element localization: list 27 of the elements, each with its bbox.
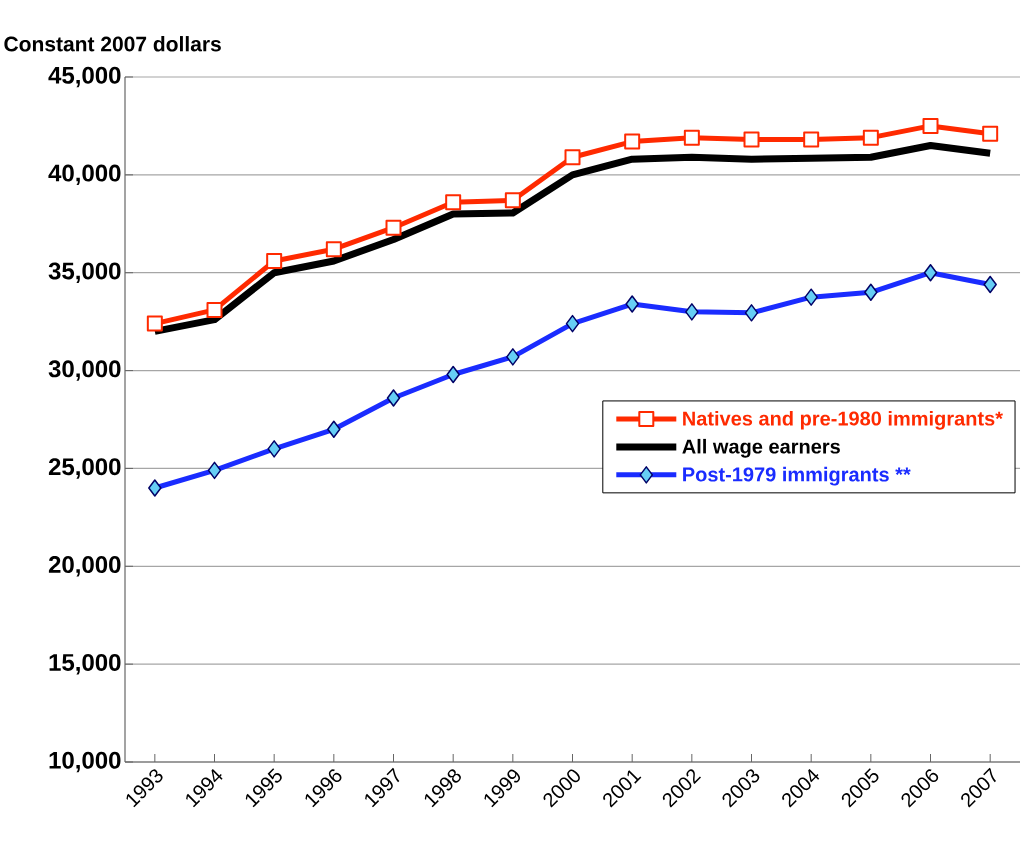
y-tick-label: 35,000 — [48, 262, 121, 283]
y-tick-label: 10,000 — [49, 751, 121, 773]
point — [683, 129, 700, 146]
legend-label: All wage earners — [682, 438, 840, 458]
y-tick-label: 20,000 — [48, 556, 121, 577]
point — [803, 131, 820, 148]
point — [564, 149, 581, 166]
legend-label: Post-1979 immigrants ** — [683, 466, 911, 486]
y-tick-label: 30,000 — [48, 360, 121, 381]
point — [862, 129, 879, 146]
point — [922, 117, 939, 134]
point — [266, 252, 283, 269]
y-tick-label: 40,000 — [48, 164, 121, 186]
legend-label: Natives and pre-1980 immigrants* — [683, 410, 1003, 430]
point — [445, 194, 462, 211]
point — [325, 241, 342, 258]
y-tick-label: 45,000 — [48, 66, 121, 88]
point — [624, 133, 641, 150]
point — [743, 131, 760, 148]
y-tick-label: 15,000 — [49, 653, 121, 675]
point — [206, 301, 223, 318]
point — [146, 315, 163, 332]
point — [504, 192, 521, 209]
y-tick-label: 25,000 — [48, 458, 121, 479]
point — [982, 125, 999, 142]
y-axis-title: Constant 2007 dollars — [4, 36, 221, 52]
point — [385, 219, 402, 236]
